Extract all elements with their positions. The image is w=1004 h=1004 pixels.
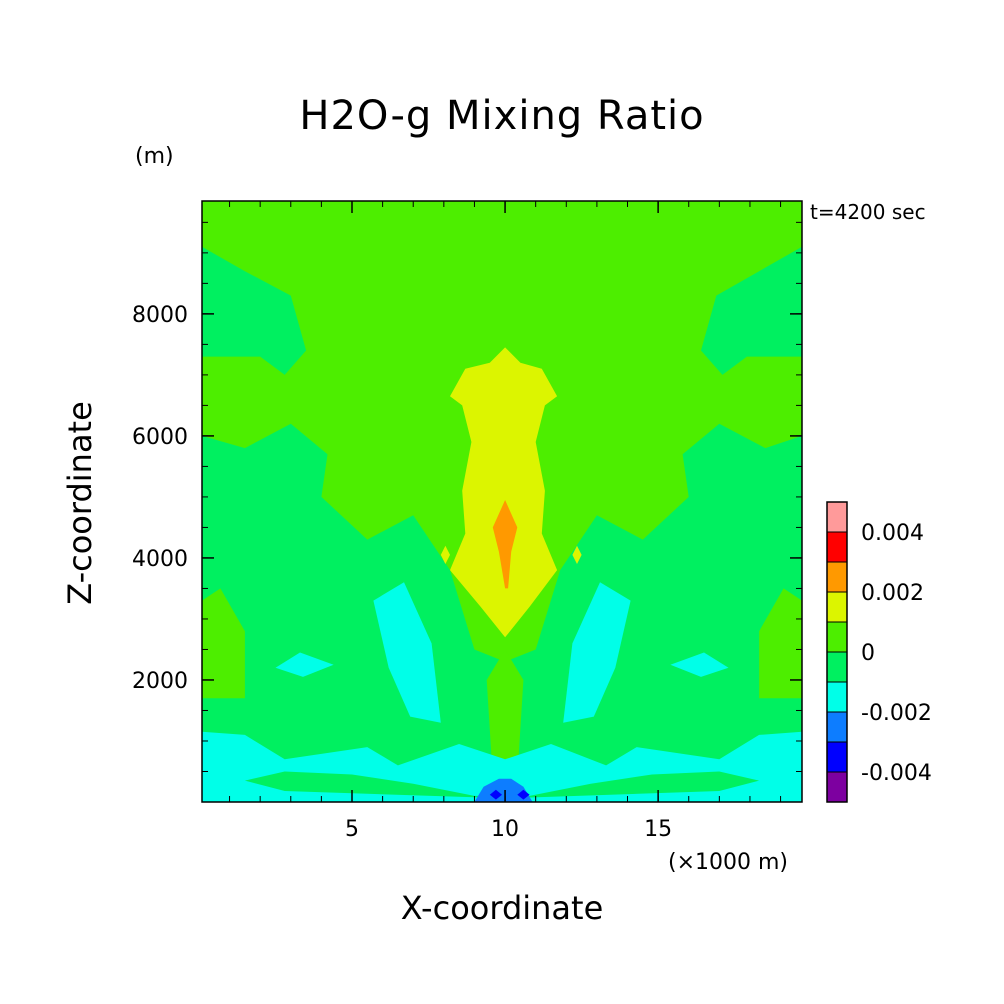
colorbar-swatch (827, 502, 847, 532)
contour-region-2 (701, 246, 802, 375)
colorbar-swatch (827, 742, 847, 772)
y-tick-label: 6000 (132, 425, 188, 450)
contour-region-16 (492, 500, 518, 589)
contour-region-14 (517, 789, 530, 800)
colorbar-label: 0.004 (861, 521, 924, 546)
colorbar-swatch (827, 622, 847, 652)
contour-region-13 (489, 789, 502, 800)
contour-region-5 (486, 649, 524, 778)
colorbar-label: 0.002 (861, 581, 924, 606)
contour-region-12 (474, 778, 533, 802)
colorbar-swatch (827, 532, 847, 562)
colorbar-label: -0.004 (861, 761, 932, 786)
contour-region-1 (202, 246, 307, 375)
contour-region-15 (450, 347, 558, 638)
colorbar: -0.004 -0.002 0 0.002 0.004 (826, 501, 932, 803)
contour-region-18 (572, 545, 582, 564)
colorbar-swatch (827, 712, 847, 742)
x-tick-label: 5 (345, 817, 359, 842)
y-tick-label: 4000 (132, 547, 188, 572)
chart-title: H2O-g Mixing Ratio (299, 93, 705, 139)
colorbar-label: -0.002 (861, 701, 932, 726)
contour-region-9 (670, 652, 729, 677)
colorbar-swatch (827, 652, 847, 682)
x-unit-label: (×1000 m) (668, 850, 789, 875)
colorbar-swatch (827, 562, 847, 592)
contour-field (202, 201, 802, 802)
contour-region-8 (275, 652, 334, 677)
x-tick-label: 10 (491, 817, 519, 842)
y-tick-label: 8000 (132, 303, 188, 328)
colorbar-swatch (827, 772, 847, 802)
contour-region-3 (202, 588, 245, 699)
colorbar-frame (826, 501, 848, 803)
y-unit-label: (m) (135, 144, 174, 169)
time-label: t=4200 sec (810, 200, 926, 224)
colorbar-label: 0 (861, 641, 875, 666)
plot-frame (201, 200, 803, 803)
contour-region-4 (759, 588, 802, 699)
colorbar-swatch (827, 682, 847, 712)
contour-region-17 (440, 545, 450, 564)
contour-region-11 (244, 771, 760, 799)
contour-region-0 (202, 423, 802, 802)
contour-region-6 (373, 582, 441, 723)
axes: 5 10 15 2000 4000 6000 8000 (132, 200, 803, 842)
colorbar-swatch (827, 592, 847, 622)
x-tick-label: 15 (644, 817, 672, 842)
y-tick-label: 2000 (132, 669, 188, 694)
contour-region-7 (563, 582, 631, 723)
x-axis-label: X-coordinate (400, 889, 604, 927)
